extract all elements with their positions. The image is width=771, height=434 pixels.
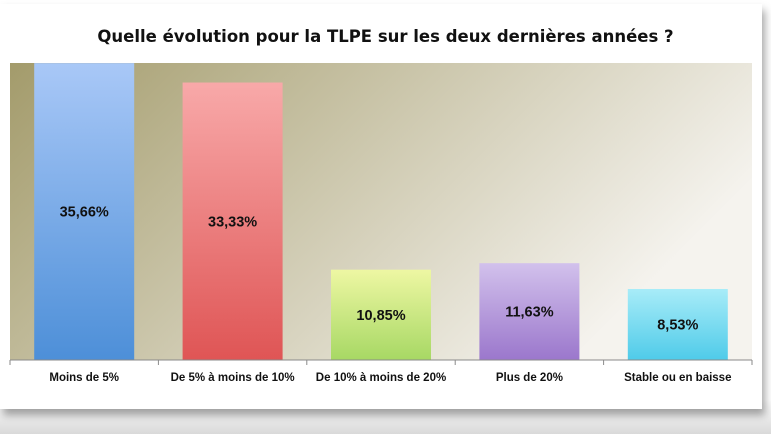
data-label-3: 10,85% — [356, 308, 405, 324]
data-label-5: 8,53% — [657, 317, 698, 333]
bar-1 — [34, 63, 135, 361]
data-label-4: 11,63% — [505, 305, 553, 321]
x-tick-label-3: De 10% à moins de 20% — [316, 372, 446, 384]
chart-title: Quelle évolution pour la TLPE sur les de… — [97, 27, 674, 46]
x-tick-label-4: Plus de 20% — [496, 372, 563, 384]
bar-5 — [627, 288, 728, 360]
bar-2 — [182, 82, 283, 361]
x-tick-label-2: De 5% à moins de 10% — [171, 372, 295, 384]
x-tick-label-5: Stable ou en baisse — [624, 372, 731, 384]
bar-3 — [331, 269, 431, 360]
data-label-1: 35,66% — [60, 205, 109, 221]
data-label-2: 33,33% — [208, 214, 257, 230]
bar-4 — [479, 263, 580, 360]
x-tick-label-1: Moins de 5% — [49, 372, 119, 384]
